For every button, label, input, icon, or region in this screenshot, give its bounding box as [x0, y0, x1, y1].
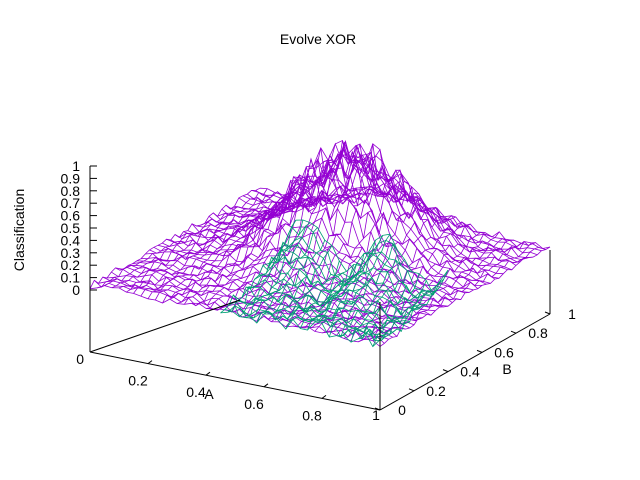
- x-tick-mark: [147, 360, 153, 365]
- purple-surface-line-b: [89, 285, 381, 347]
- purple-surface-line-a: [111, 191, 283, 289]
- y-tick-mark: [408, 388, 415, 392]
- x-tick-mark: [205, 371, 211, 376]
- z-tick-label: 0.9: [61, 170, 81, 186]
- purple-surface-line-b: [213, 143, 504, 275]
- x-tick-label: 0: [76, 351, 84, 367]
- y-tick-label: 0.2: [426, 383, 446, 399]
- x-tick-mark: [263, 383, 269, 388]
- purple-surface-line-b: [238, 181, 529, 261]
- x-tick-label: 0.6: [244, 396, 264, 412]
- green-surface-line-b: [228, 300, 389, 341]
- purple-surface-line-b: [157, 225, 449, 307]
- y-tick-mark: [476, 349, 483, 353]
- z-tick-label: 0.5: [61, 220, 81, 236]
- purple-surface-line-b: [200, 139, 491, 284]
- green-surface-line-b: [250, 279, 410, 326]
- floor-back-line: [89, 299, 241, 353]
- x-tick-label: 0.8: [302, 407, 322, 423]
- z-tick-label: 0.4: [61, 232, 81, 248]
- x-axis-label: A: [204, 386, 214, 402]
- y-tick-label: 0.8: [528, 325, 548, 341]
- z-tick-label: 0.6: [61, 208, 81, 224]
- purple-surface-line-b: [140, 257, 432, 316]
- z-tick-label: 0.1: [61, 270, 81, 286]
- purple-surface-line-b: [259, 187, 551, 249]
- y-tick-label: 0.4: [460, 364, 480, 380]
- purple-surface-line-b: [221, 150, 512, 271]
- z-tick-label: 0.3: [61, 245, 81, 261]
- z-tick-label: 0.7: [61, 195, 81, 211]
- purple-surface-line-b: [119, 266, 410, 329]
- green-surface-line-b: [279, 236, 440, 299]
- purple-surface-line-b: [98, 280, 389, 340]
- purple-surface-line-b: [94, 280, 385, 344]
- purple-surface-line-b: [102, 276, 393, 338]
- green-surface-line-b: [271, 250, 432, 304]
- chart-title: Evolve XOR: [280, 31, 356, 47]
- purple-surface-line-b: [217, 149, 508, 270]
- purple-surface-line-a: [104, 192, 275, 286]
- tick-marks: [90, 165, 551, 411]
- purple-surface-line-b: [251, 188, 542, 252]
- surface-meshes: [89, 139, 551, 348]
- green-surface-line-b: [275, 241, 436, 299]
- y-axis-label: B: [502, 361, 511, 377]
- purple-surface-line-a: [140, 196, 312, 297]
- x-tick-label: 0.2: [128, 373, 148, 389]
- green-surface: [220, 219, 449, 348]
- green-surface-line-b: [266, 248, 427, 308]
- green-surface-line-b: [288, 219, 449, 296]
- purple-surface-line-b: [255, 189, 546, 250]
- green-surface-line-b: [283, 225, 445, 293]
- green-surface-line-b: [254, 274, 415, 322]
- purple-surface: [89, 139, 551, 347]
- purple-surface-line-a: [379, 246, 551, 347]
- z-tick-label: 0.8: [61, 183, 81, 199]
- purple-surface-line-b: [149, 246, 440, 308]
- x-tick-mark: [321, 394, 327, 399]
- axes-box: [89, 166, 551, 411]
- purple-surface-line-b: [115, 267, 406, 330]
- z-tick-label: 1: [72, 158, 80, 174]
- green-surface-line-b: [233, 294, 394, 338]
- z-tick-label: 0: [72, 282, 80, 298]
- purple-surface-line-b: [132, 261, 423, 322]
- purple-surface-line-b: [166, 203, 457, 301]
- y-axis-line: [379, 313, 551, 411]
- green-surface-line-b: [245, 286, 406, 329]
- purple-surface-line-b: [106, 276, 398, 337]
- x-tick-label: 0.4: [186, 384, 206, 400]
- y-tick-label: 1: [568, 306, 576, 322]
- z-tick-label: 0.2: [61, 257, 81, 273]
- purple-surface-line-b: [234, 166, 525, 263]
- y-tick-label: 0: [398, 402, 406, 418]
- y-tick-mark: [442, 369, 449, 373]
- y-tick-mark: [544, 311, 551, 315]
- green-surface-line-b: [220, 305, 381, 348]
- purple-surface-line-b: [247, 184, 538, 256]
- green-surface-line-b: [237, 296, 398, 335]
- x-tick-label: 1: [372, 407, 380, 423]
- x-axis-line: [89, 351, 381, 411]
- purple-surface-line-b: [242, 174, 534, 258]
- z-axis-label: Classification: [11, 189, 27, 271]
- purple-surface-line-b: [187, 157, 479, 289]
- y-tick-mark: [374, 407, 381, 411]
- y-tick-mark: [510, 330, 517, 334]
- y-tick-label: 0.6: [494, 344, 514, 360]
